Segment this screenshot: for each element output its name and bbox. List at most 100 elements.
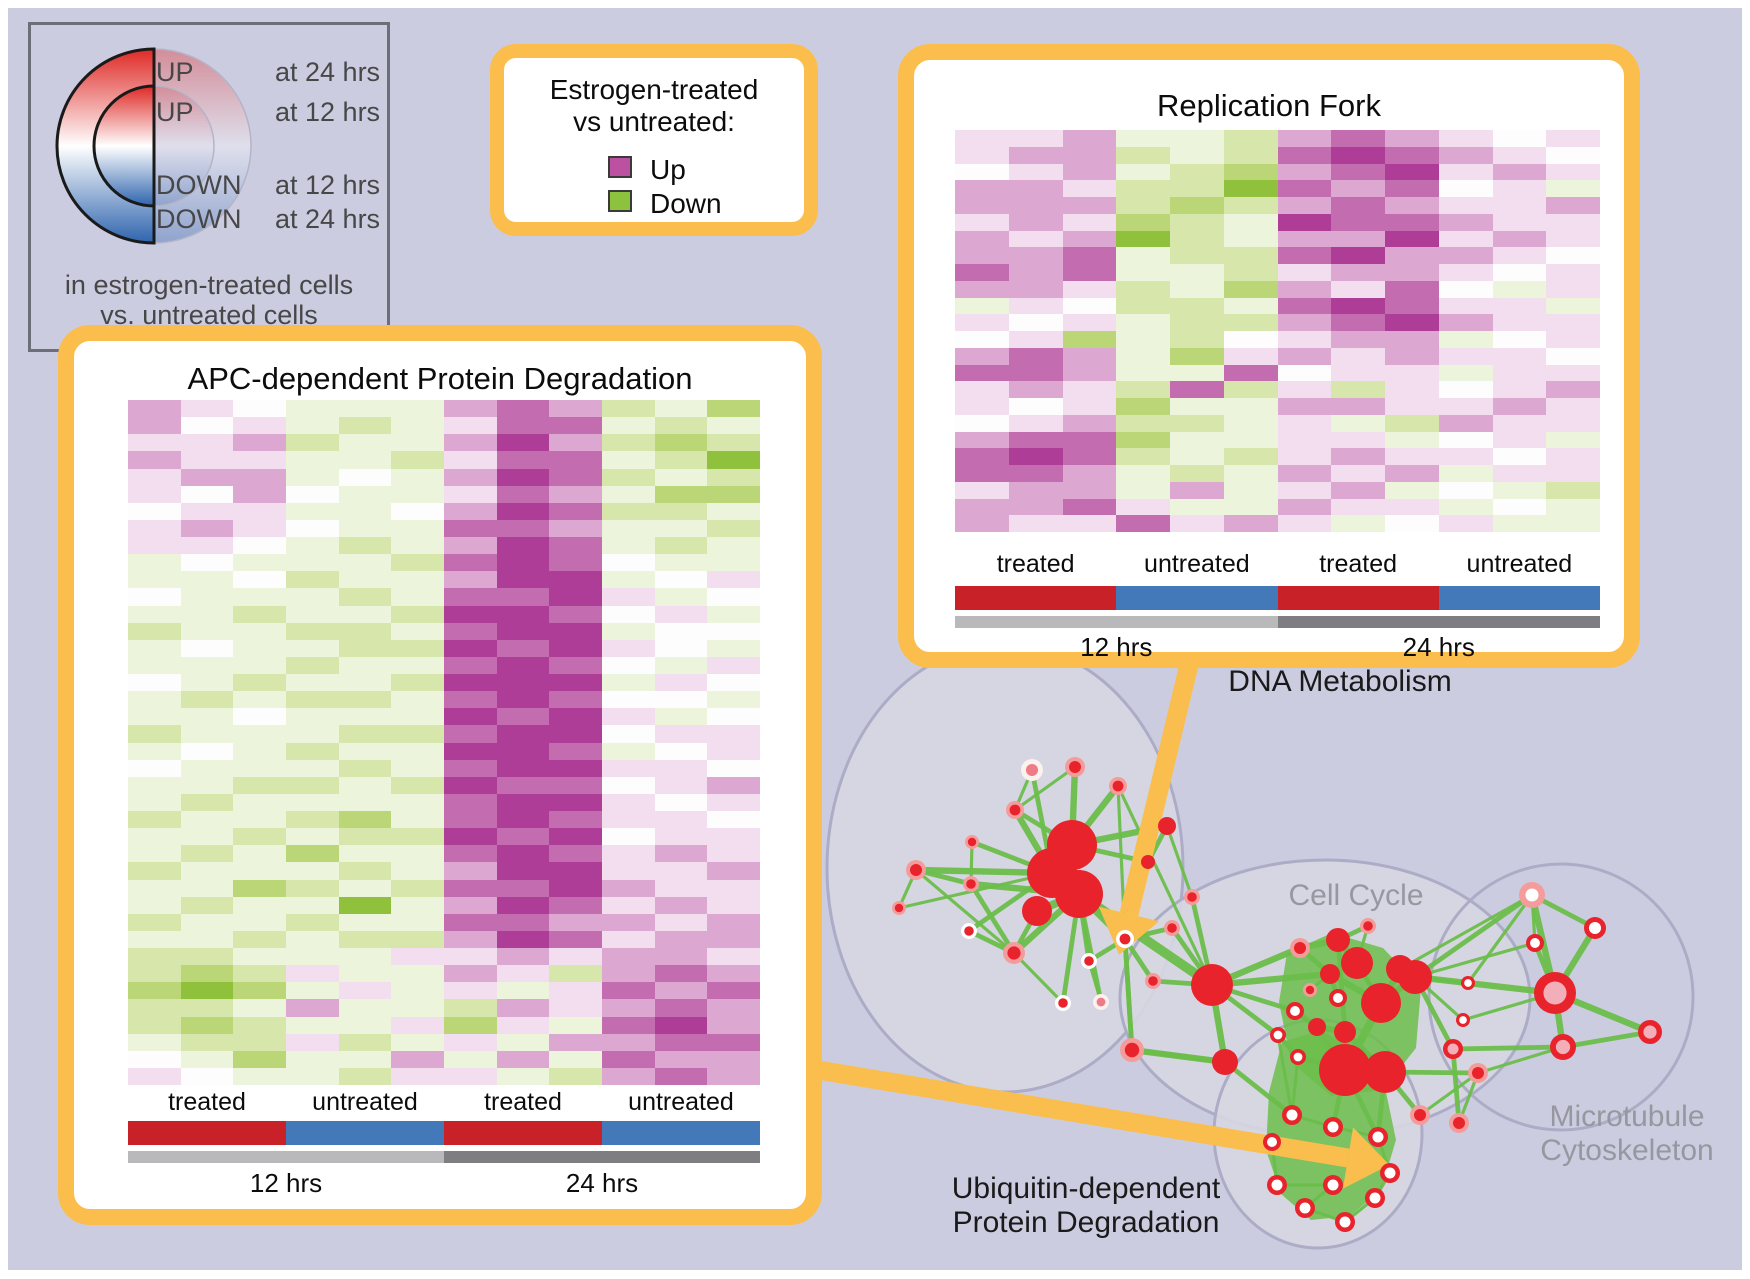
heatmap-cell (180, 537, 234, 555)
heatmap-cell (1062, 180, 1117, 197)
heatmap-cell (391, 759, 444, 777)
ring-legend-time: at 24 hrs (275, 57, 381, 87)
heatmap-cell (338, 948, 392, 966)
heatmap-cell (654, 999, 708, 1017)
heatmap-cell (1116, 180, 1170, 197)
heatmap-cell (955, 381, 1009, 398)
heatmap-cell (1331, 180, 1385, 197)
heatmap-cell (1546, 364, 1600, 382)
heatmap-cell (1492, 280, 1547, 298)
heatmap-cell (444, 502, 497, 520)
heatmap-cell (707, 417, 760, 435)
heatmap-cell (602, 862, 655, 880)
heatmap-cell (180, 913, 234, 931)
heatmap-cell (549, 913, 602, 931)
heatmap-cell (602, 1067, 655, 1085)
heatmap-cell (1062, 347, 1117, 365)
heatmap-cell (602, 400, 655, 418)
heatmap-cell (1492, 498, 1547, 516)
cluster-label-microtubule-line1: Microtubule (1549, 1100, 1705, 1133)
heatmap-cell (391, 434, 444, 452)
heatmap-cell (654, 776, 708, 794)
heatmap-cell (1492, 448, 1547, 465)
heatmap-cell (707, 982, 760, 1000)
heatmap-cell (180, 1016, 234, 1034)
solid-left-half-rings (55, 47, 156, 245)
heatmap-cell (444, 656, 497, 674)
heatmap-cell (707, 639, 760, 657)
heatmap-cell (338, 828, 392, 846)
heatmap-cell (1277, 180, 1332, 197)
heatmap-cell (654, 468, 708, 486)
heatmap-cell (391, 999, 444, 1017)
heatmap-cell (444, 400, 497, 418)
heatmap-cell (1062, 414, 1117, 432)
heatmap-cell (338, 691, 392, 709)
heatmap-cell (496, 948, 550, 966)
heatmap-cell (233, 468, 286, 486)
heatmap-cell (1170, 364, 1224, 382)
heatmap-cell (549, 1033, 602, 1051)
heatmap-cell (391, 913, 444, 931)
heatmap-cell (338, 468, 392, 486)
heatmap-cell (654, 417, 708, 435)
heatmap-cell (1277, 498, 1332, 516)
heatmap-cell (1116, 465, 1170, 482)
heatmap-cell (338, 1050, 392, 1068)
heatmap-cell (654, 451, 708, 469)
heatmap-cell (549, 999, 602, 1017)
heatmap-cell (1492, 398, 1547, 415)
heatmap-cell (180, 417, 234, 435)
heatmap-cell (1116, 364, 1170, 382)
heatmap-cell (602, 725, 655, 743)
heatmap-cell (444, 759, 497, 777)
heatmap-cell (1008, 146, 1063, 164)
heatmap-cell (444, 811, 497, 829)
heatmap-cell (233, 656, 286, 674)
heatmap-cell (128, 400, 181, 418)
heatmap-cell (233, 896, 286, 914)
heatmap-cell (128, 639, 181, 657)
heatmap-cell (180, 434, 234, 452)
heatmap-cell (1385, 213, 1439, 231)
heatmap-cell (1385, 130, 1439, 147)
heatmap-cell (391, 605, 444, 623)
heatmap-cell (286, 708, 339, 726)
heatmap-cell (707, 999, 760, 1017)
condition-bar-segment (1438, 586, 1600, 610)
heatmap-cell (233, 605, 286, 623)
heatmap-cell (602, 708, 655, 726)
heatmap-cell (1277, 197, 1332, 214)
heatmap-cell (391, 451, 444, 469)
heatmap-cell (1438, 481, 1493, 499)
heatmap-cell (1385, 414, 1439, 432)
heatmap-cell (444, 930, 497, 948)
heatmap-cell (1008, 481, 1063, 499)
heatmap-cell (549, 828, 602, 846)
heatmap-cell (602, 502, 655, 520)
heatmap-cell (1385, 163, 1439, 181)
heatmap-cell (1223, 515, 1278, 532)
heatmap-cell (1385, 465, 1439, 482)
heatmap-cell (338, 674, 392, 692)
heatmap-cell (955, 331, 1009, 348)
heatmap-cell (233, 1033, 286, 1051)
heatmap-cell (654, 742, 708, 760)
heatmap-cell (654, 674, 708, 692)
heatmap-cell (128, 605, 181, 623)
heatmap-cell (180, 571, 234, 589)
heatmap-cell (496, 742, 550, 760)
heatmap-cell (1062, 163, 1117, 181)
heatmap-cell (955, 515, 1009, 532)
ring-legend-direction: DOWN (156, 170, 242, 200)
heatmap-cell (1438, 163, 1493, 181)
heatmap-cell (1008, 431, 1063, 449)
heatmap-cell (1116, 130, 1170, 147)
heatmap-cell (707, 571, 760, 589)
heatmap-cell (233, 451, 286, 469)
heatmap-cell (1008, 498, 1063, 516)
heatmap-cell (1385, 247, 1439, 264)
heatmap-cell (1331, 515, 1385, 532)
heatmap-cell (286, 948, 339, 966)
heatmap-cell (707, 708, 760, 726)
